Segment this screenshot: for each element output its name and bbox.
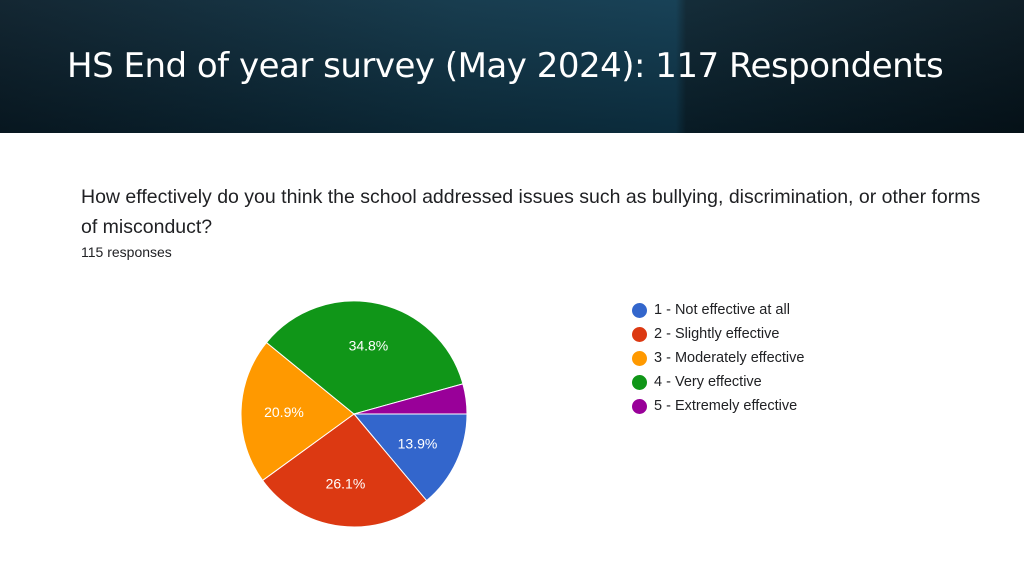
- slice-label: 13.9%: [398, 436, 438, 452]
- legend-swatch: [632, 326, 647, 342]
- slice-label: 34.8%: [349, 337, 389, 353]
- legend-swatch: [632, 398, 647, 414]
- legend-label: 1 - Not effective at all: [654, 302, 790, 318]
- slice-label: 26.1%: [326, 476, 366, 492]
- response-count: 115 responses: [81, 244, 172, 260]
- legend-item: 3 - Moderately effective: [632, 346, 804, 370]
- slice-label: 20.9%: [264, 404, 304, 420]
- legend-item: 4 - Very effective: [632, 370, 804, 394]
- legend-label: 3 - Moderately effective: [654, 350, 805, 366]
- legend-item: 1 - Not effective at all: [632, 298, 804, 322]
- legend-label: 5 - Extremely effective: [654, 398, 798, 414]
- legend-swatch: [632, 374, 647, 390]
- legend-label: 4 - Very effective: [654, 374, 762, 390]
- banner-shade: [0, 0, 1024, 133]
- pie-slice: [352, 413, 468, 502]
- legend-item: 5 - Extremely effective: [632, 394, 804, 418]
- chart-legend: 1 - Not effective at all 2 - Slightly eff…: [632, 298, 804, 418]
- legend-swatch: [632, 302, 647, 318]
- legend-label: 2 - Slightly effective: [654, 326, 780, 342]
- pie-slice: [261, 413, 428, 528]
- title-banner: HS End of year survey (May 2024): 117 Re…: [0, 0, 1024, 133]
- legend-swatch: [632, 350, 647, 366]
- pie-slice: [240, 341, 355, 482]
- question-text: How effectively do you think the school …: [81, 186, 981, 238]
- legend-item: 2 - Slightly effective: [632, 322, 804, 346]
- pie-slice: [265, 300, 464, 415]
- pie-slice: [353, 383, 468, 415]
- slide-title: HS End of year survey (May 2024): 117 Re…: [67, 46, 944, 86]
